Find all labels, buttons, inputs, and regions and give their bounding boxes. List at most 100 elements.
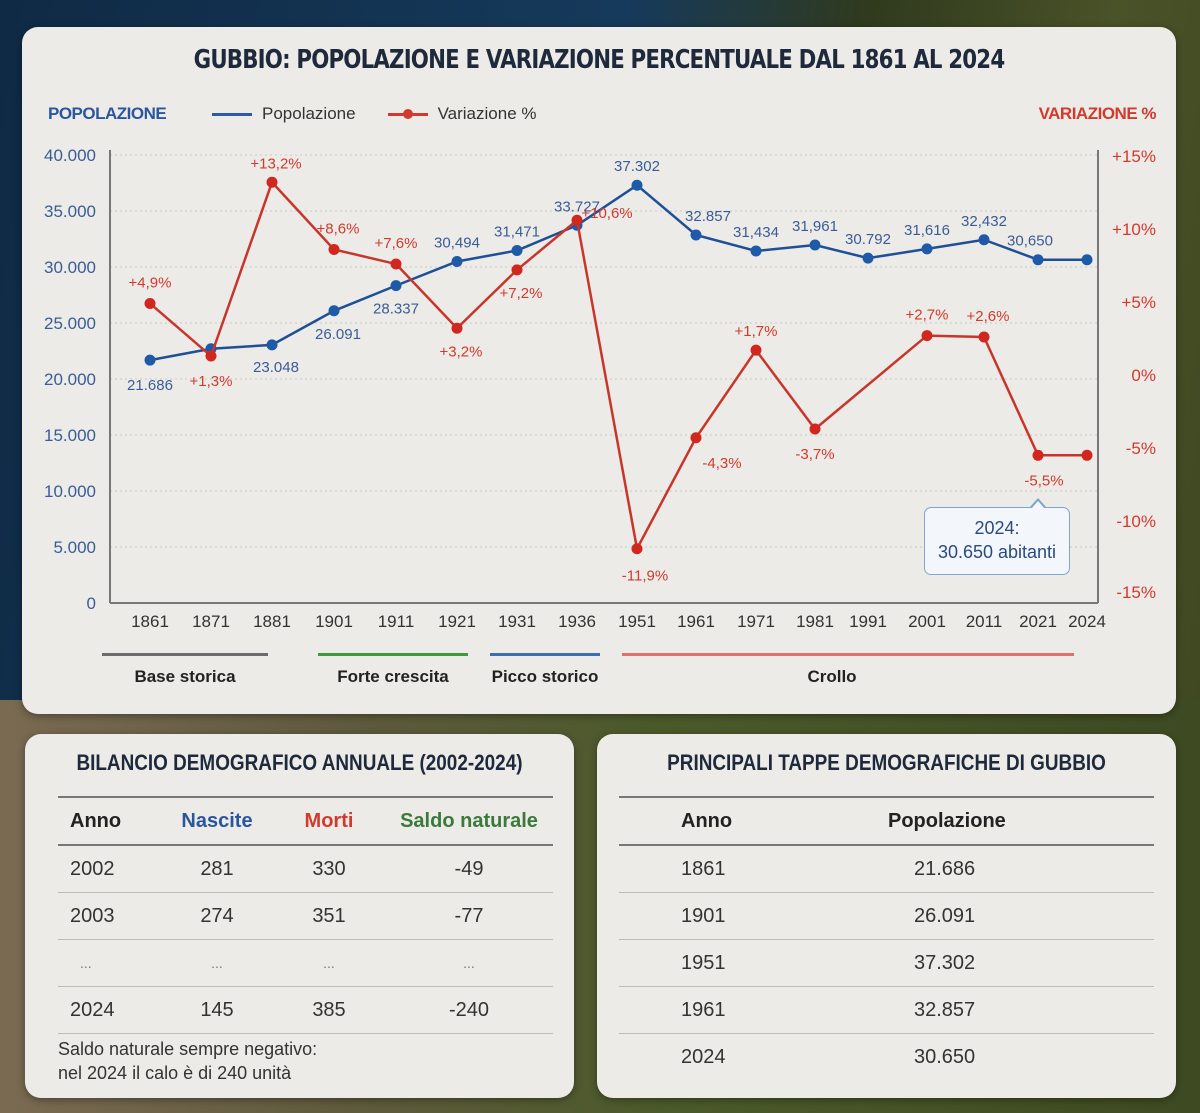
birth-table-note: Saldo naturale sempre negativo: nel 2024… [58, 1037, 317, 1085]
callout-line1: 2024: [974, 518, 1020, 538]
variation-data-label: +3,2% [440, 343, 483, 360]
y-tick-left: 35.000 [44, 202, 96, 221]
cell: -240 [448, 998, 490, 1021]
x-tick: 1991 [849, 612, 887, 631]
cell: 274 [200, 904, 234, 927]
x-tick: 1971 [737, 612, 775, 631]
y-tick-right: 0% [1131, 366, 1156, 385]
population-data-label: 31,961 [792, 218, 838, 235]
legend-label-variation: Variazione % [437, 104, 537, 123]
birth-balance-table: Anno Nascite Morti Saldo naturale 2002 2… [58, 796, 553, 1034]
x-tick: 1861 [131, 612, 169, 631]
phase-line-peak [490, 653, 600, 656]
cell: 330 [312, 857, 346, 880]
x-tick: 1931 [498, 612, 536, 631]
variation-data-label: +4,9% [129, 274, 172, 291]
phase-label-base: Base storica [134, 667, 236, 686]
y-tick-left: 40.000 [44, 146, 96, 165]
header-morti: Morti [304, 809, 354, 832]
cell: 145 [200, 998, 234, 1021]
cell: ... [80, 955, 92, 971]
y-tick-left: 10.000 [44, 482, 96, 501]
variation-data-label: +10,6% [581, 205, 632, 222]
y-tick-right: +10% [1112, 220, 1156, 239]
cell: 1951 [681, 951, 726, 974]
cell: 281 [200, 857, 234, 880]
header-saldo: Saldo naturale [400, 809, 538, 832]
y-tick-right: -5% [1126, 439, 1156, 458]
variation-data-label: -4,3% [702, 455, 741, 472]
table-row: 1961 32.857 [619, 987, 1154, 1034]
x-tick: 1911 [378, 612, 415, 631]
population-data-label: 30.792 [845, 231, 891, 248]
variation-data-label: -11,9% [622, 568, 668, 585]
population-data-label: 31,616 [904, 222, 950, 239]
cell: 351 [312, 904, 346, 927]
header-anno: Anno [70, 809, 122, 832]
cell: 26.091 [914, 904, 976, 927]
left-axis-title: POPOLAZIONE [48, 104, 167, 123]
table-row: 2024 30.650 [619, 1034, 1154, 1081]
variation-data-label: +2,7% [906, 307, 949, 324]
population-data-label: 30,650 [1007, 233, 1053, 250]
milestones-card: PRINCIPALI TAPPE DEMOGRAFICHE DI GUBBIO … [597, 734, 1176, 1098]
x-tick: 2001 [908, 612, 946, 631]
cell: ... [323, 955, 335, 971]
variation-data-label: +2,6% [967, 308, 1010, 325]
legend-item-population: Popolazione [212, 104, 356, 124]
variation-data-label: +1,3% [190, 373, 233, 390]
header-nascite: Nascite [181, 809, 253, 832]
cell: 1901 [681, 904, 726, 927]
note-line2: nel 2024 il calo è di 240 unità [58, 1063, 292, 1083]
variation-data-label: +7,6% [375, 235, 418, 252]
x-tick: 1901 [315, 612, 353, 631]
y-tick-right: +5% [1122, 293, 1157, 312]
header-popolazione: Popolazione [888, 809, 1006, 832]
x-tick: 2011 [966, 612, 1003, 631]
x-tick: 2024 [1068, 612, 1106, 631]
population-data-label: 37.302 [614, 158, 660, 175]
cell: 32.857 [914, 998, 976, 1021]
legend-line-blue-icon [212, 112, 252, 116]
population-data-label: 31,434 [733, 224, 779, 241]
legend-label-population: Popolazione [262, 104, 356, 123]
population-data-label: 33.727 [554, 198, 600, 215]
cell: 21.686 [914, 857, 976, 880]
table-row: 2003 274 351 -77 [58, 893, 553, 940]
variation-data-label: +13,2% [250, 155, 301, 172]
cell: 1861 [681, 857, 726, 880]
y-tick-left: 15.000 [44, 426, 96, 445]
population-data-label: 31,471 [494, 224, 540, 241]
birth-table-title: BILANCIO DEMOGRAFICO ANNUALE (2002-2024) [76, 750, 523, 775]
phase-line-growth [318, 653, 468, 656]
cell: -49 [454, 857, 484, 880]
x-tick: 1881 [253, 612, 291, 631]
x-tick: 1951 [618, 612, 656, 631]
cell: ... [463, 955, 475, 971]
y-tick-left: 0 [87, 594, 96, 613]
chart-card: GUBBIO: POPOLAZIONE E VARIAZIONE PERCENT… [22, 27, 1176, 714]
cell: 2024 [681, 1045, 726, 1068]
x-tick: 1871 [192, 612, 230, 631]
table-row: 1861 21.686 [619, 845, 1154, 893]
cell: 2024 [70, 998, 115, 1021]
right-axis-title: VARIAZIONE % [1038, 104, 1157, 123]
x-tick: 1936 [558, 612, 596, 631]
population-data-label: 32.857 [685, 208, 731, 225]
milestones-table: Anno Popolazione 1861 21.686 1901 26.091 1… [619, 796, 1154, 1080]
birth-balance-card: BILANCIO DEMOGRAFICO ANNUALE (2002-2024)… [25, 734, 574, 1098]
x-tick: 1921 [438, 612, 476, 631]
variation-data-label: +1,7% [735, 323, 778, 340]
table-row: 1901 26.091 [619, 893, 1154, 940]
callout-line2: 30.650 abitanti [937, 542, 1057, 562]
table-row: 2024 145 385 -240 [58, 987, 553, 1034]
chart-legend: Popolazione Variazione % [212, 104, 558, 124]
x-tick: 1961 [677, 612, 715, 631]
cell: 37.302 [914, 951, 976, 974]
variation-data-label: -5,5% [1024, 472, 1063, 489]
table-row: 1951 37.302 [619, 940, 1154, 987]
cell: -77 [454, 904, 484, 927]
variation-data-label: -3,7% [795, 446, 834, 463]
cell: ... [211, 955, 223, 971]
y-tick-left: 20.000 [44, 370, 96, 389]
